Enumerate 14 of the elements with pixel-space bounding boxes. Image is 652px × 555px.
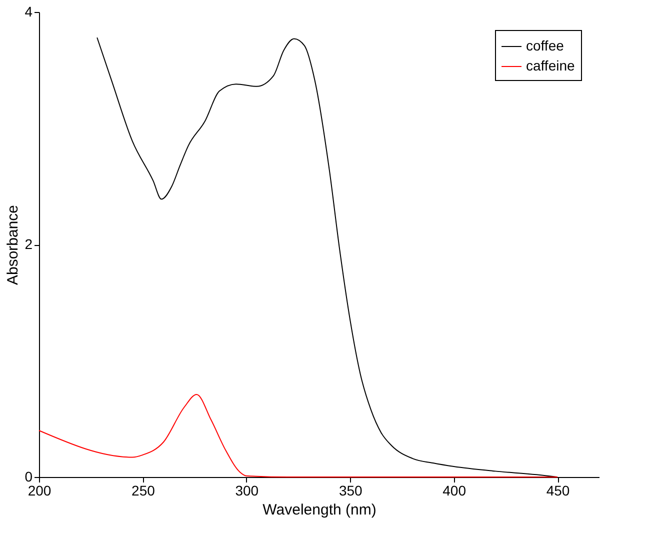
legend-label: caffeine [526,58,575,74]
y-tick-label: 2 [24,236,33,252]
x-tick-label: 300 [235,482,259,498]
y-tick-label: 0 [24,468,33,484]
y-tick-label: 4 [24,4,33,20]
x-tick-label: 250 [132,482,156,498]
x-tick-label: 400 [442,482,466,498]
x-tick-label: 200 [28,482,52,498]
x-tick-label: 350 [338,482,363,498]
line-series [38,394,558,478]
x-axis-title: Wavelength (nm) [262,502,376,518]
y-axis-title: Absorbance [4,204,22,286]
legend-label: coffee [526,38,564,54]
x-tick-label: 450 [546,482,570,498]
